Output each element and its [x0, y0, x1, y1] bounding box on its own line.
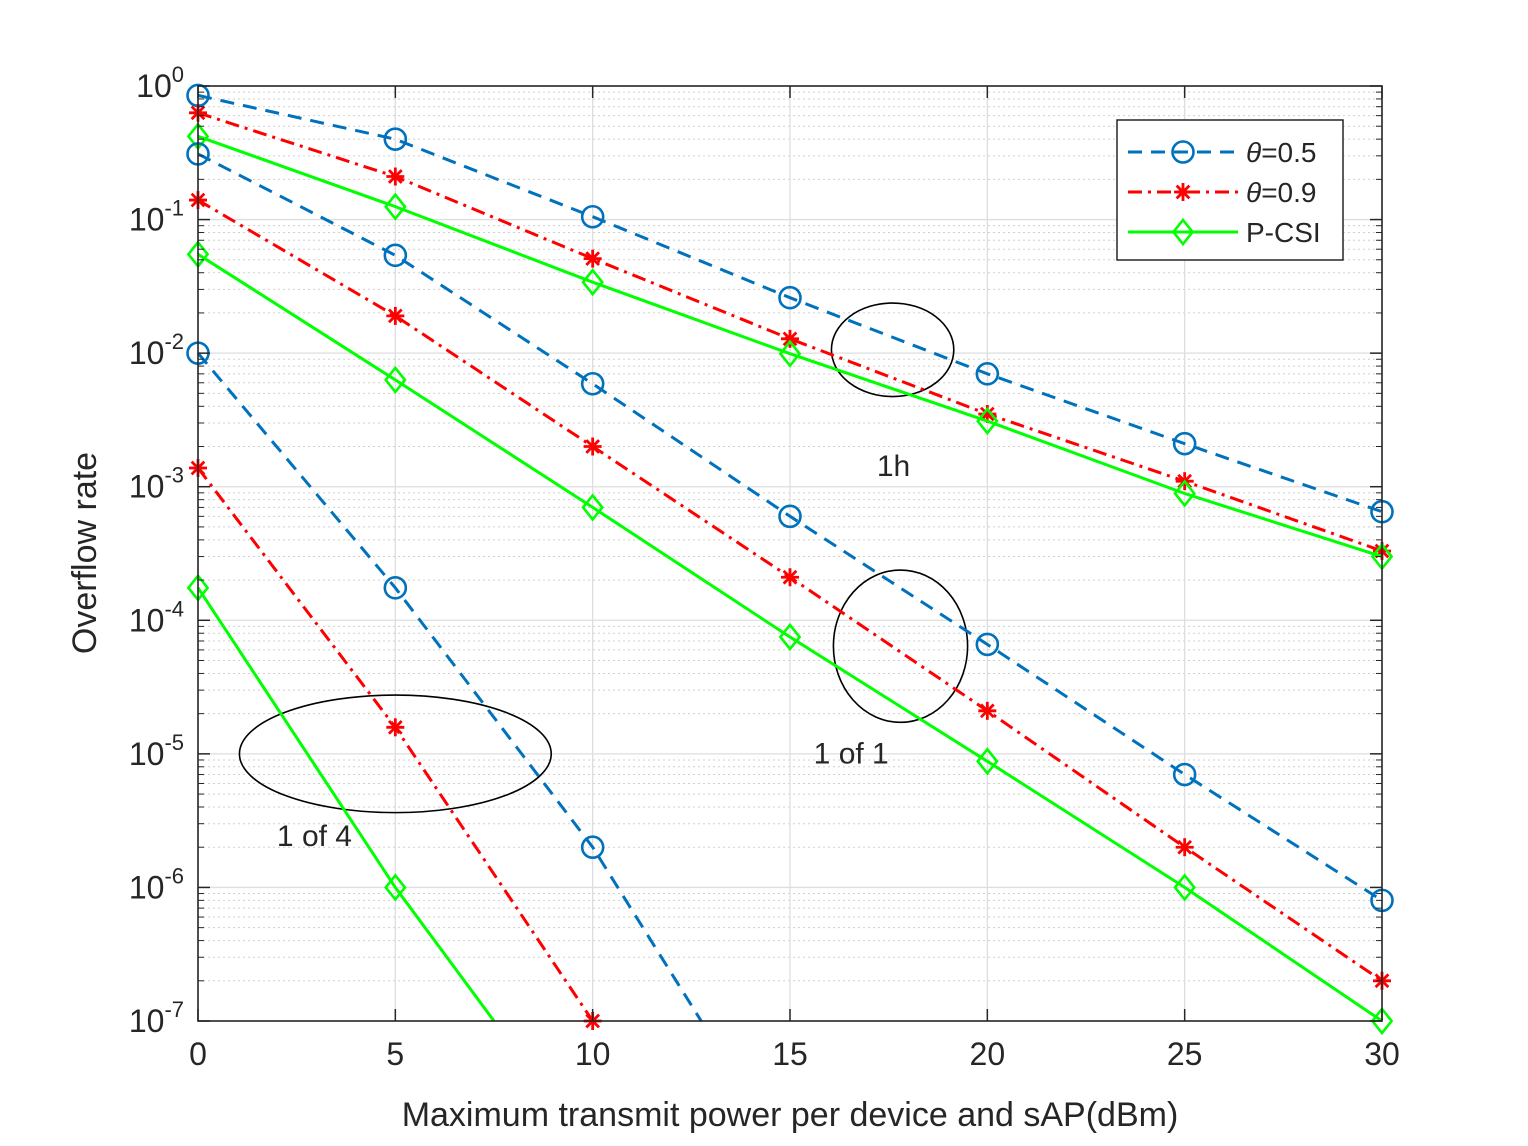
- legend-label: θ=0.9: [1246, 177, 1316, 208]
- legend-entry: θ=0.9: [1128, 177, 1316, 208]
- data-point: [386, 718, 405, 737]
- data-point: [383, 576, 408, 600]
- legend-label: θ=0.5: [1246, 137, 1316, 168]
- data-point: [580, 835, 605, 860]
- data-point: [1172, 431, 1197, 456]
- series-line-1: [197, 93, 1383, 514]
- data-point: [1173, 873, 1196, 902]
- annotation-label: 1h: [877, 450, 910, 483]
- series-line-6: [197, 253, 1383, 1023]
- star-stroke: [585, 251, 601, 266]
- data-point: [384, 365, 407, 395]
- group-ellipse: [832, 569, 969, 724]
- data-point: [384, 192, 407, 221]
- legend-marker: [1174, 183, 1192, 201]
- x-tick-label: 30: [1364, 1036, 1400, 1072]
- series-line-4: [197, 152, 1383, 902]
- data-point: [976, 747, 999, 776]
- x-tick-label: 0: [189, 1036, 207, 1072]
- series-line-7: [196, 352, 703, 1022]
- y-tick-label: 10-7: [129, 997, 184, 1039]
- data-point: [781, 329, 799, 348]
- data-point: [580, 204, 605, 229]
- data-point: [1172, 762, 1197, 787]
- star-stroke: [585, 439, 601, 454]
- x-tick-label: 5: [386, 1036, 404, 1072]
- annotations: 1h 1 of 1 1 of 4: [238, 302, 969, 853]
- data-point: [778, 339, 802, 368]
- star-stroke: [387, 169, 403, 184]
- y-tick-label: 10-4: [129, 596, 184, 638]
- y-tick-label: 10-6: [129, 863, 184, 905]
- series-lines: [186, 83, 1394, 1036]
- legend-box: [1116, 119, 1344, 261]
- data-point: [583, 437, 602, 456]
- group-ellipse: [238, 694, 553, 814]
- y-tick-label: 100: [136, 62, 184, 104]
- star-stroke: [782, 331, 798, 347]
- data-point: [580, 371, 605, 396]
- data-point: [1370, 1006, 1394, 1036]
- y-tick-label: 10-2: [129, 329, 184, 371]
- data-point: [978, 701, 997, 720]
- data-point: [384, 873, 407, 902]
- x-tick-label: 15: [772, 1036, 808, 1072]
- axes: [197, 85, 1383, 1022]
- x-tick-label: 20: [970, 1036, 1006, 1072]
- y-tick-label: 10-3: [129, 463, 184, 505]
- data-point: [778, 504, 802, 529]
- annotation-label: 1 of 1: [814, 737, 889, 770]
- legend-entry: θ=0.5: [1128, 137, 1316, 168]
- series-line-3: [197, 134, 1383, 559]
- x-tick-label: 10: [575, 1036, 611, 1072]
- star-stroke: [387, 308, 403, 324]
- y-axis-label: Overflow rate: [66, 452, 104, 654]
- data-point: [581, 268, 604, 297]
- star-stroke: [979, 703, 995, 719]
- star-stroke: [1175, 184, 1191, 200]
- star-stroke: [387, 719, 403, 735]
- data-point: [383, 127, 408, 151]
- legend-label: P-CSI: [1246, 217, 1321, 248]
- data-point: [386, 167, 405, 186]
- legend-entry: P-CSI: [1128, 217, 1321, 248]
- data-point: [1173, 479, 1196, 508]
- data-point: [975, 632, 1000, 657]
- data-point: [1175, 838, 1194, 857]
- y-tick-label: 10-5: [129, 730, 184, 772]
- data-point: [383, 243, 408, 268]
- data-point: [583, 249, 602, 268]
- annotation-label: 1 of 4: [277, 820, 352, 853]
- series-line-9: [196, 586, 496, 1022]
- data-point: [778, 285, 802, 310]
- data-point: [581, 493, 604, 522]
- legend-marker: [1171, 140, 1195, 164]
- x-axis-label: Maximum transmit power per device and sA…: [402, 1096, 1179, 1134]
- star-stroke: [782, 569, 798, 585]
- group-ellipse: [830, 302, 955, 398]
- tick-labels: 0 5 10 15 20 25 30 10-7 10-6 10-5 10-4 10-3 10-2 10-1…: [129, 62, 1400, 1072]
- data-point: [778, 622, 802, 652]
- legend-marker: [1171, 217, 1195, 247]
- y-tick-label: 10-1: [129, 196, 184, 238]
- data-point: [975, 362, 1000, 386]
- data-point: [386, 306, 405, 325]
- x-tick-label: 25: [1167, 1036, 1203, 1072]
- star-stroke: [1177, 839, 1193, 855]
- legend: θ=0.5 θ=0.9 P-CSI: [1116, 119, 1344, 261]
- data-point: [781, 568, 799, 587]
- data-point: [976, 407, 999, 436]
